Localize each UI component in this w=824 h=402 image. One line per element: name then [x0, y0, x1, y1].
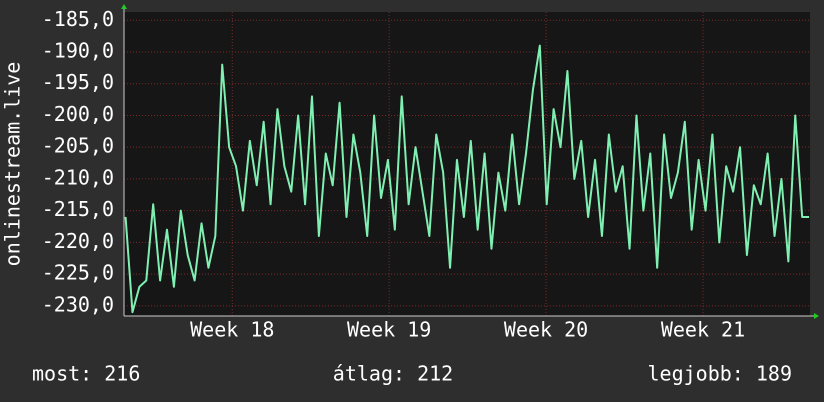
- y-tick-label: -215,0: [42, 197, 114, 221]
- stat-current: most: 216: [32, 362, 140, 386]
- y-tick-label: -220,0: [42, 229, 114, 253]
- plot-area: [124, 12, 810, 316]
- stat-average: átlag: 212: [333, 362, 453, 386]
- x-tick-label: Week 19: [347, 318, 431, 342]
- x-axis-arrow: [814, 313, 819, 319]
- y-tick-label: -195,0: [42, 70, 114, 94]
- y-tick-label: -205,0: [42, 134, 114, 158]
- y-tick-label: -225,0: [42, 261, 114, 285]
- y-tick-label: -200,0: [42, 102, 114, 126]
- x-tick-label: Week 18: [190, 318, 274, 342]
- x-tick-label: Week 20: [504, 318, 588, 342]
- data-line: [124, 44, 810, 314]
- y-axis-label: onlinestream.live: [1, 62, 25, 267]
- y-tick-label: -230,0: [42, 292, 114, 316]
- y-tick-label: -210,0: [42, 165, 114, 189]
- y-tick-label: -185,0: [42, 7, 114, 31]
- y-tick-label: -190,0: [42, 38, 114, 62]
- y-axis-arrow: [121, 4, 127, 9]
- stat-best: legjobb: 189: [648, 362, 793, 386]
- x-tick-label: Week 21: [661, 318, 745, 342]
